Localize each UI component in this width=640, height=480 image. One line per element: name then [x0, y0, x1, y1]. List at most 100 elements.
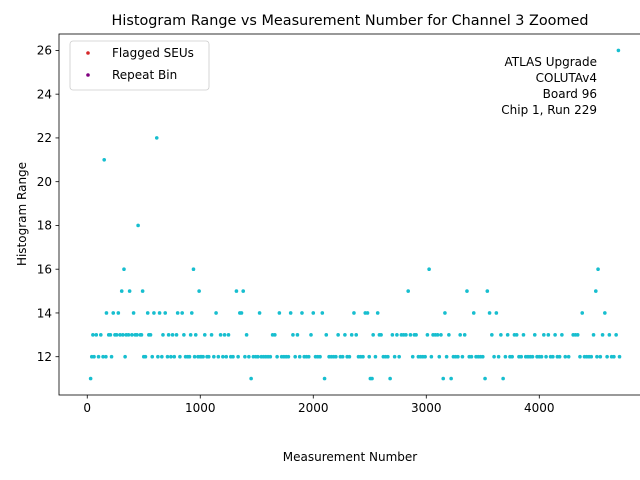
data-point — [148, 333, 153, 337]
data-point — [114, 333, 119, 337]
data-point — [243, 354, 247, 359]
data-point — [322, 376, 327, 381]
legend: Flagged SEUs Repeat Bin — [69, 40, 210, 91]
data-point — [101, 354, 105, 359]
data-point — [397, 354, 401, 359]
x-tick-label: 4000 — [524, 401, 555, 415]
data-point — [273, 333, 277, 337]
data-point — [388, 376, 392, 381]
data-point — [131, 311, 136, 315]
data-point — [180, 311, 184, 315]
data-point — [553, 333, 557, 337]
data-point — [566, 354, 571, 359]
data-point — [169, 354, 173, 359]
data-point — [578, 354, 582, 359]
data-point — [510, 354, 514, 359]
data-point — [444, 354, 449, 359]
data-point — [234, 289, 239, 293]
data-point — [236, 354, 240, 359]
data-point — [449, 376, 453, 381]
data-point — [441, 376, 446, 381]
data-point — [163, 311, 168, 315]
data-point — [136, 223, 140, 228]
data-point — [340, 354, 345, 359]
data-point — [239, 311, 244, 315]
data-point — [170, 333, 175, 337]
data-point — [150, 354, 155, 359]
data-point — [490, 333, 494, 337]
data-point — [612, 354, 616, 359]
data-point — [494, 311, 499, 315]
y-axis-label: Histogram Range — [15, 162, 29, 266]
data-point — [152, 311, 156, 315]
data-point — [429, 354, 434, 359]
annotation-line-3: Board 96 — [543, 87, 597, 101]
data-point — [157, 311, 162, 315]
data-point — [544, 354, 548, 359]
data-point — [216, 354, 221, 359]
data-point — [96, 354, 101, 359]
data-point — [560, 333, 564, 337]
x-axis-ticks: 0 1000 2000 3000 4000 — [83, 395, 555, 415]
data-point — [370, 376, 374, 381]
data-point — [324, 333, 329, 337]
data-point — [92, 354, 96, 359]
data-point — [318, 354, 322, 359]
data-point — [268, 354, 273, 359]
data-point — [499, 333, 503, 337]
data-point — [379, 333, 383, 337]
data-point — [530, 354, 535, 359]
data-point — [297, 354, 302, 359]
data-point — [187, 354, 192, 359]
data-point — [143, 354, 148, 359]
data-point — [320, 311, 325, 315]
data-point — [347, 354, 352, 359]
data-point — [423, 354, 427, 359]
data-point — [375, 311, 380, 315]
data-point — [111, 311, 116, 315]
data-point — [121, 333, 125, 337]
data-point — [594, 289, 598, 293]
data-point — [311, 311, 316, 315]
data-point — [435, 333, 440, 337]
data-point — [460, 354, 465, 359]
data-point — [425, 333, 430, 337]
data-point — [546, 333, 551, 337]
data-point — [241, 289, 246, 293]
data-point — [257, 311, 262, 315]
data-point — [154, 136, 159, 140]
data-point — [462, 333, 467, 337]
data-point — [256, 354, 260, 359]
data-point — [288, 311, 293, 315]
data-point — [193, 333, 198, 337]
data-point — [126, 333, 131, 337]
legend-label-flagged-seus: Flagged SEUs — [112, 46, 194, 60]
data-point — [485, 289, 490, 293]
data-point — [617, 354, 622, 359]
data-point — [447, 333, 451, 337]
data-point — [91, 333, 95, 337]
data-point — [119, 289, 124, 293]
data-point — [188, 333, 193, 337]
data-point — [218, 333, 223, 337]
data-point — [174, 333, 179, 337]
data-point — [354, 333, 359, 337]
data-point — [209, 333, 214, 337]
data-point — [191, 267, 196, 272]
data-point — [600, 333, 605, 337]
data-point — [182, 333, 186, 337]
data-point — [598, 354, 603, 359]
chart-title: Histogram Range vs Measurement Number fo… — [112, 13, 589, 29]
data-point — [557, 354, 562, 359]
data-point — [439, 333, 443, 337]
data-point — [437, 354, 442, 359]
data-point — [286, 354, 291, 359]
data-point — [469, 354, 474, 359]
data-point — [145, 311, 150, 315]
x-tick-label: 0 — [83, 401, 91, 415]
data-point — [427, 267, 431, 272]
legend-label-repeat-bin: Repeat Bin — [112, 68, 177, 82]
data-point — [291, 333, 295, 337]
data-point — [501, 376, 505, 381]
